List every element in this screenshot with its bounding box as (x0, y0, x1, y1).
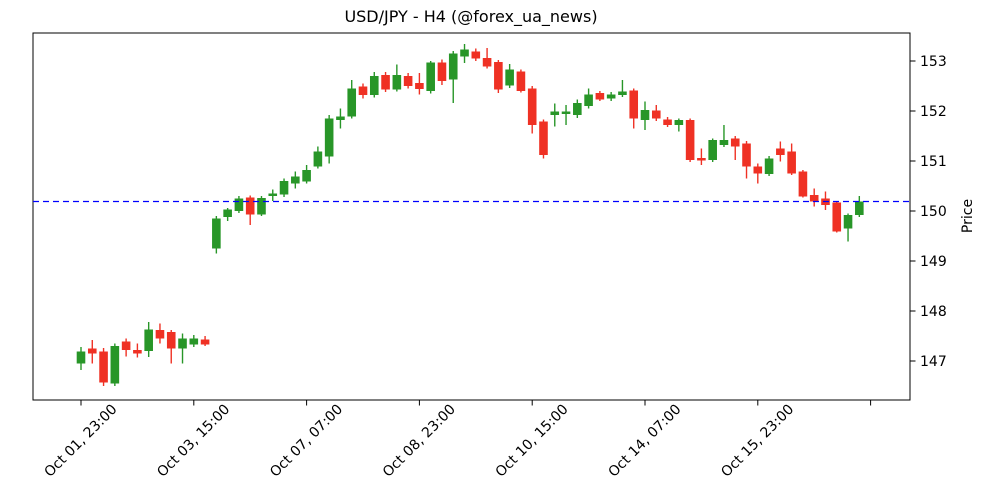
x-tick-label: Oct 01, 23:00 (42, 402, 121, 481)
candle-body (516, 71, 526, 91)
candle-body (606, 94, 616, 99)
candle-body (110, 346, 120, 384)
candle-body (629, 90, 639, 119)
candle-body (505, 69, 514, 86)
candle-body (234, 198, 244, 211)
candle-body (651, 110, 661, 119)
chart-title: USD/JPY - H4 (@forex_ua_news) (344, 7, 597, 27)
candle-body (764, 158, 774, 174)
candle-body (855, 201, 864, 215)
y-axis-label: Price (960, 199, 976, 233)
y-tick-label: 149 (920, 254, 947, 270)
candle-body (561, 111, 571, 114)
x-tick-label: Oct 07, 07:00 (267, 402, 346, 481)
x-tick-label: Oct 15, 23:00 (718, 402, 797, 481)
candle-body (358, 86, 368, 95)
candle-body (460, 49, 469, 57)
candle-body (426, 62, 435, 91)
candle-body (539, 121, 548, 155)
candle-body (155, 330, 165, 339)
candle-body (719, 140, 729, 145)
y-tick-label: 153 (920, 54, 947, 70)
candle-body (730, 138, 740, 147)
candle-body (392, 75, 402, 90)
candle-body (832, 202, 842, 232)
candle-body (200, 339, 210, 345)
candle-body (787, 151, 796, 174)
candle-body (663, 119, 672, 125)
candle-body (279, 181, 289, 195)
candle-body (403, 76, 413, 86)
candle-body (843, 215, 853, 229)
candle-body (369, 76, 379, 95)
candle-body (437, 62, 447, 81)
y-tick-label: 152 (920, 104, 947, 120)
candle-body (189, 338, 199, 345)
candles-layer (76, 44, 864, 386)
candle-body (381, 75, 390, 90)
candle-body (584, 94, 593, 106)
y-tick-label: 147 (920, 354, 947, 370)
candle-body (776, 148, 785, 155)
candle-body (753, 166, 763, 174)
candle-body (697, 158, 706, 161)
candle-body (494, 62, 503, 90)
candle-body (448, 53, 458, 80)
candle-body (618, 91, 627, 95)
x-axis: Oct 01, 23:00 Oct 03, 15:00 Oct 07, 07:00 O… (42, 400, 872, 481)
y-tick-label: 150 (920, 204, 947, 220)
y-axis: 147 148 149 150 151 152 153 (910, 54, 947, 370)
candle-body (573, 103, 582, 115)
candle-body (324, 118, 334, 157)
x-tick-label: Oct 08, 23:00 (380, 402, 459, 481)
candle-body (223, 209, 232, 217)
x-tick-label: Oct 14, 07:00 (606, 402, 685, 481)
candle-body (347, 88, 357, 117)
candle-body (268, 193, 278, 196)
candle-body (87, 348, 97, 354)
candle-body (245, 197, 255, 215)
candle-body (121, 341, 131, 350)
candle-body (640, 110, 650, 120)
candle-body (674, 120, 684, 125)
candle-body (133, 350, 142, 354)
x-tick-label: Oct 10, 15:00 (493, 402, 572, 481)
candle-body (798, 171, 808, 197)
candle-body (415, 83, 424, 89)
candle-body (99, 351, 108, 383)
candle-body (482, 58, 492, 67)
candle-body (291, 176, 300, 184)
candle-body (257, 198, 266, 215)
candle-body (527, 88, 537, 125)
candle-body (178, 338, 187, 349)
candle-body (595, 93, 605, 100)
candle-body (144, 329, 153, 351)
candle-body (212, 218, 221, 249)
plot-border (32, 32, 911, 401)
candle-body (708, 140, 717, 160)
x-tick-label: Oct 03, 15:00 (154, 402, 233, 481)
candle-body (742, 143, 751, 167)
candle-body (166, 332, 176, 349)
candle-body (685, 120, 695, 160)
candle-body (336, 116, 345, 120)
y-tick-label: 148 (920, 304, 947, 320)
candle-body (550, 111, 560, 115)
candle-body (313, 151, 323, 167)
candle-body (471, 51, 481, 59)
candle-body (302, 170, 311, 182)
candle-body (76, 351, 86, 364)
candle-body (809, 195, 819, 202)
y-tick-label: 151 (920, 154, 947, 170)
